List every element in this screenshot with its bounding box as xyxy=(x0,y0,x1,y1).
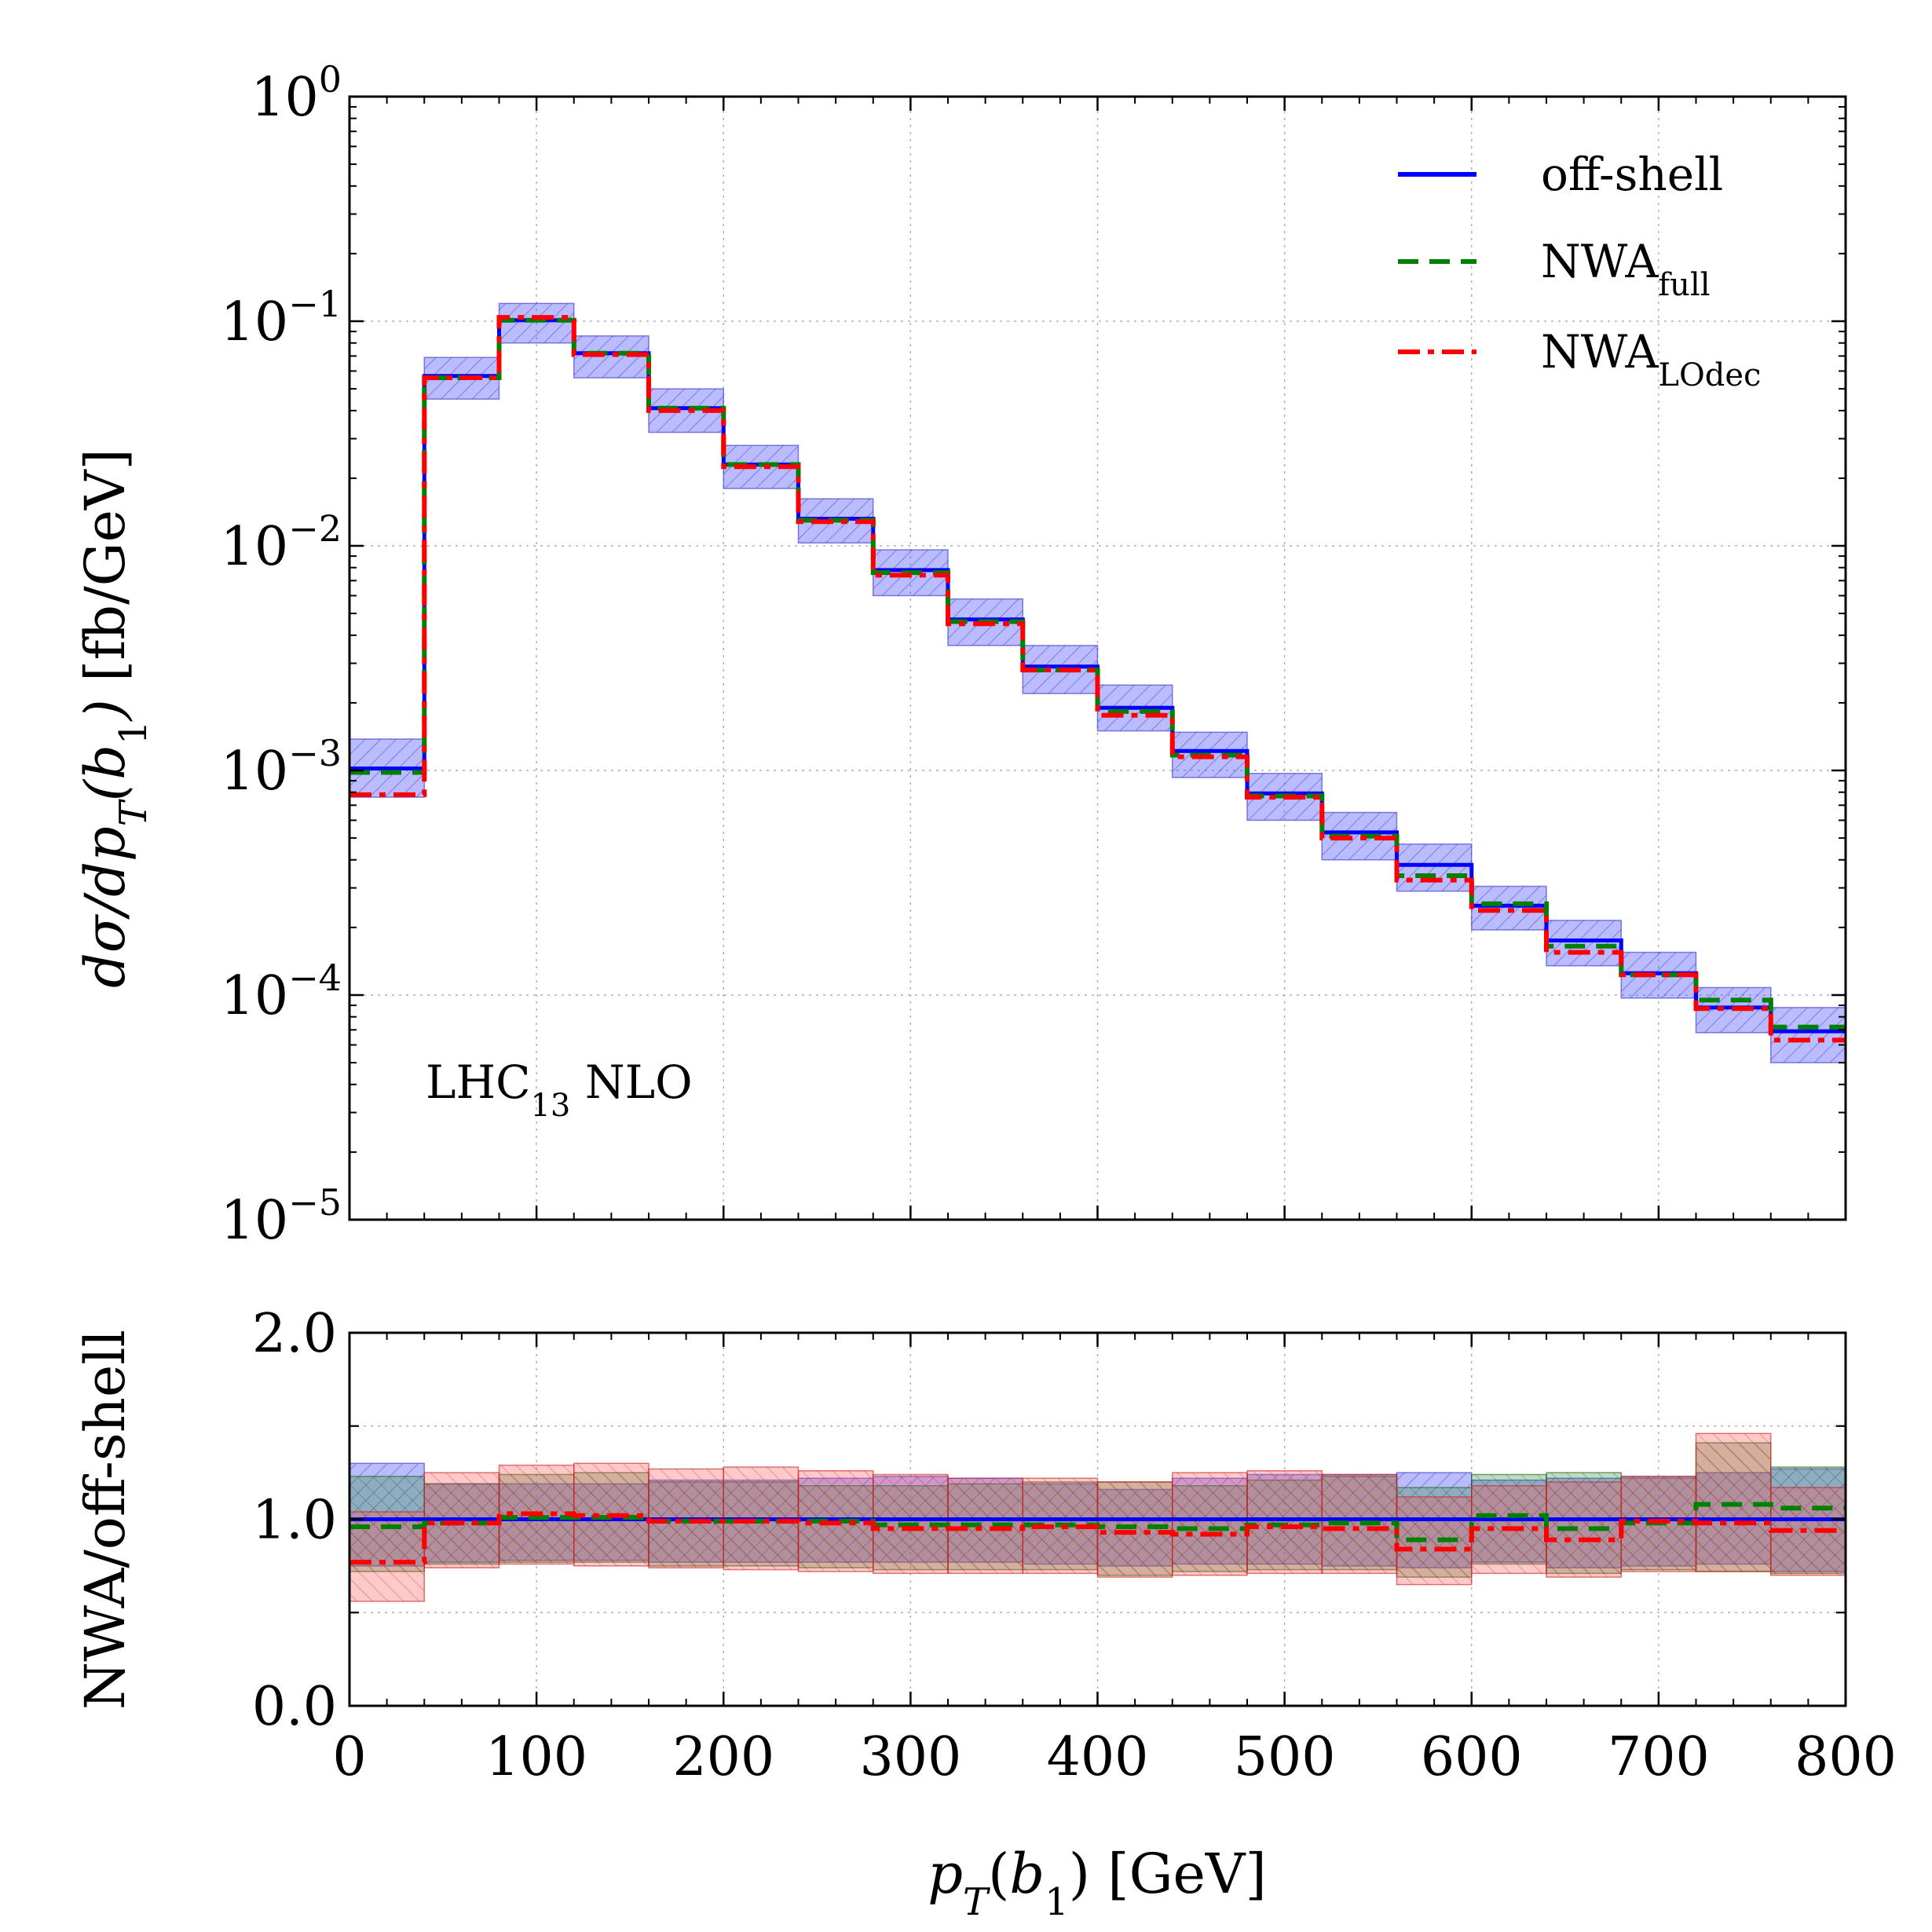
x-tick-label-400: 400 xyxy=(1047,1726,1149,1788)
main-line-nwa-full xyxy=(349,317,1846,1030)
main-gridlines xyxy=(349,97,1846,1220)
legend-label-off-shell: off-shell xyxy=(1541,148,1723,201)
main-series-lines xyxy=(349,315,1846,1043)
ratio-plot-panel: 0.0 1.0 2.0 0 100 200 300 400 500 600 700 800 NWA/… xyxy=(73,1303,1897,1924)
ratio-ytick-label-0.0: 0.0 xyxy=(252,1676,337,1738)
ratio-band-2-bin-12-hatch xyxy=(1247,1470,1323,1574)
ratio-ytick-label-1.0: 1.0 xyxy=(252,1490,337,1552)
ratio-plot-frame xyxy=(348,1331,1847,1707)
main-ytick-label-1: 10−1 xyxy=(221,283,342,353)
x-tick-label-300: 300 xyxy=(859,1726,961,1788)
x-tick-label-500: 500 xyxy=(1234,1726,1336,1788)
main-band-0-bin-16-hatch xyxy=(1546,920,1622,966)
legend-label-nwa-full: NWAfull xyxy=(1541,235,1711,303)
x-tick-label-600: 600 xyxy=(1421,1726,1523,1788)
main-plot-panel: 100 10−1 10−2 10−3 10−4 10−5 dσ/dpT(b1) [fb/G… xyxy=(73,58,1847,1252)
legend-label-nwa-lodec: NWALOdec xyxy=(1541,325,1761,393)
ratio-y-axis-title: NWA/off-shell xyxy=(73,1330,137,1710)
x-tick-label-700: 700 xyxy=(1608,1726,1710,1788)
ratio-line-nwa-lodec xyxy=(349,1511,1846,1565)
x-tick-label-0: 0 xyxy=(332,1726,366,1788)
main-y-tick-labels: 100 10−1 10−2 10−3 10−4 10−5 xyxy=(221,58,342,1252)
legend: off-shell NWAfull NWALOdec xyxy=(1398,148,1761,393)
main-plot-frame xyxy=(348,95,1847,1221)
x-tick-labels: 0 100 200 300 400 500 600 700 800 xyxy=(332,1726,1897,1788)
ratio-uncertainty-bands xyxy=(349,1433,1846,1602)
main-band-0-bin-19-hatch xyxy=(1770,1007,1846,1063)
x-tick-label-200: 200 xyxy=(672,1726,774,1788)
x-tick-label-800: 800 xyxy=(1795,1726,1897,1788)
main-ytick-label-3: 10−3 xyxy=(221,732,342,803)
main-y-axis-title: dσ/dpT(b1) [fb/GeV] xyxy=(73,448,156,988)
main-band-0-bin-15-hatch xyxy=(1471,886,1546,931)
main-band-0-bin-2-hatch xyxy=(499,303,574,343)
main-ytick-label-0: 100 xyxy=(251,58,342,129)
ratio-y-tick-labels: 0.0 1.0 2.0 xyxy=(252,1303,337,1738)
ratio-series-lines xyxy=(349,1502,1846,1565)
x-axis-title: pT(b1) [GeV] xyxy=(928,1842,1267,1924)
ratio-band-2-bin-11-hatch xyxy=(1172,1473,1247,1575)
main-ytick-label-2: 10−2 xyxy=(221,507,342,578)
main-band-0-bin-14-hatch xyxy=(1396,843,1472,891)
ratio-ytick-label-2.0: 2.0 xyxy=(252,1303,337,1365)
main-ytick-label-4: 10−4 xyxy=(221,957,342,1027)
x-tick-label-100: 100 xyxy=(485,1726,587,1788)
annotation-lhc13-nlo: LHC13 NLO xyxy=(426,1056,693,1124)
main-ytick-label-5: 10−5 xyxy=(221,1181,342,1252)
main-line-nwa-lodec xyxy=(349,315,1846,1043)
ratio-band-2-bin-10-hatch xyxy=(1097,1482,1173,1578)
